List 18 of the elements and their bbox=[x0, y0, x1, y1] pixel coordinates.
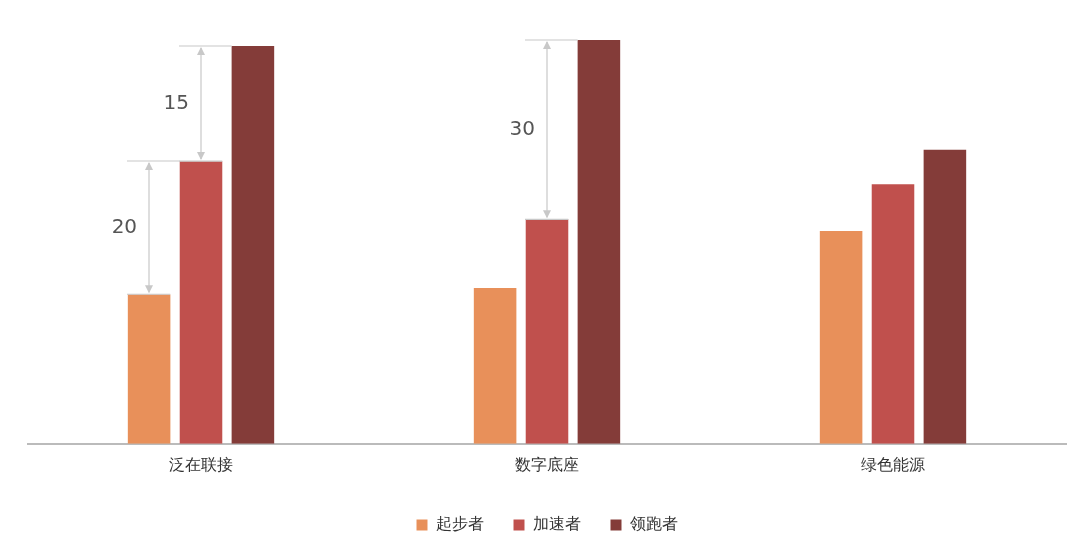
bar bbox=[231, 46, 275, 444]
annotation: 30 bbox=[509, 115, 535, 140]
bar bbox=[923, 149, 967, 444]
legend-label: 起步者 bbox=[435, 514, 484, 534]
bar bbox=[819, 231, 863, 444]
annotation: 15 bbox=[163, 89, 189, 114]
annotation: 20 bbox=[111, 213, 138, 238]
legend-label: 领跑者 bbox=[629, 514, 678, 534]
x-tick-label: 绿色能源 bbox=[861, 454, 925, 474]
bar bbox=[473, 287, 517, 444]
bar bbox=[577, 40, 621, 444]
bar bbox=[127, 294, 171, 444]
legend-label: 加速者 bbox=[532, 514, 581, 534]
x-tick-label: 数字底座 bbox=[515, 454, 579, 474]
bar bbox=[525, 219, 569, 444]
bar bbox=[871, 184, 915, 444]
bar bbox=[179, 161, 223, 444]
x-tick-label: 泛在联接 bbox=[169, 454, 233, 474]
